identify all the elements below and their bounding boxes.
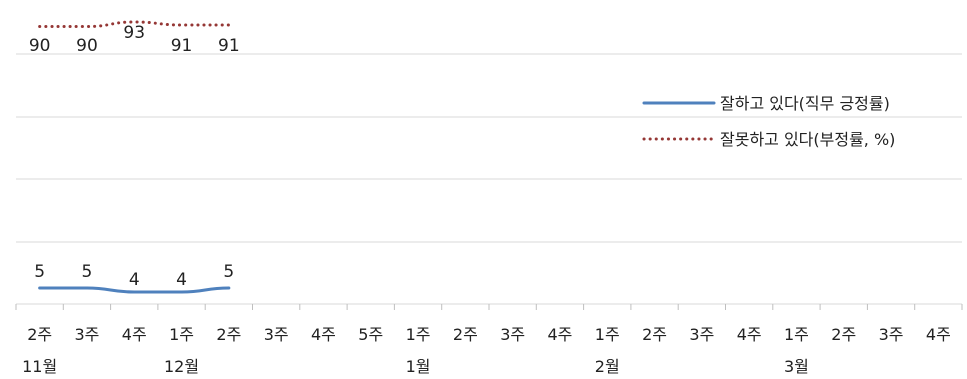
x-tick-label: 5주 bbox=[358, 325, 383, 344]
data-labels: 5 5 4 4 5 90 90 93 91 91 bbox=[29, 23, 240, 290]
x-tick-label: 2주 bbox=[27, 325, 52, 344]
positive-series-line bbox=[38, 286, 231, 294]
x-tick-label: 4주 bbox=[737, 325, 762, 344]
series-layer bbox=[38, 20, 231, 294]
x-tick-label: 1주 bbox=[169, 325, 194, 344]
x-tick-label: 3주 bbox=[74, 325, 99, 344]
positive-data-label: 5 bbox=[34, 262, 45, 282]
negative-data-label: 90 bbox=[29, 36, 51, 56]
positive-data-label: 4 bbox=[176, 270, 187, 290]
positive-data-label: 5 bbox=[82, 262, 93, 282]
x-tick-label: 2주 bbox=[216, 325, 241, 344]
x-tick-label: 2주 bbox=[831, 325, 856, 344]
gridlines bbox=[16, 53, 962, 243]
x-tick-label: 3주 bbox=[500, 325, 525, 344]
x-tick-label: 3주 bbox=[879, 325, 904, 344]
x-tick-label: 4주 bbox=[311, 325, 336, 344]
negative-series-line bbox=[38, 20, 231, 28]
x-month-label: 3월 bbox=[784, 357, 809, 376]
x-tick-label: 3주 bbox=[689, 325, 714, 344]
negative-data-label: 91 bbox=[218, 36, 240, 56]
negative-data-label: 93 bbox=[123, 23, 145, 43]
x-month-label: 1월 bbox=[406, 357, 431, 376]
positive-data-label: 5 bbox=[223, 262, 234, 282]
x-tick-label: 1주 bbox=[784, 325, 809, 344]
x-tick-label: 2주 bbox=[453, 325, 478, 344]
x-tick-label: 4주 bbox=[547, 325, 572, 344]
positive-data-label: 4 bbox=[129, 270, 140, 290]
x-tick-label: 3주 bbox=[264, 325, 289, 344]
x-month-label: 12월 bbox=[164, 357, 199, 376]
x-tick-label: 4주 bbox=[926, 325, 951, 344]
x-tick-label: 1주 bbox=[595, 325, 620, 344]
x-month-label: 11월 bbox=[22, 357, 57, 376]
x-tick-label: 4주 bbox=[122, 325, 147, 344]
negative-data-label: 91 bbox=[171, 36, 193, 56]
x-month-label: 2월 bbox=[595, 357, 620, 376]
x-tick-label: 2주 bbox=[642, 325, 667, 344]
x-tick-label: 1주 bbox=[406, 325, 431, 344]
legend-negative-label: 잘못하고 있다(부정률, %) bbox=[720, 130, 895, 149]
legend: 잘하고 있다(직무 긍정률) 잘못하고 있다(부정률, %) bbox=[642, 94, 895, 149]
negative-data-label: 90 bbox=[76, 36, 98, 56]
legend-positive-label: 잘하고 있다(직무 긍정률) bbox=[720, 94, 890, 113]
x-axis: 2주 3주 4주 1주 2주 3주 4주 5주 1주 2주 3주 4주 1주 2주 3주 4주 1주 2주 3주 4주… bbox=[15, 303, 963, 376]
